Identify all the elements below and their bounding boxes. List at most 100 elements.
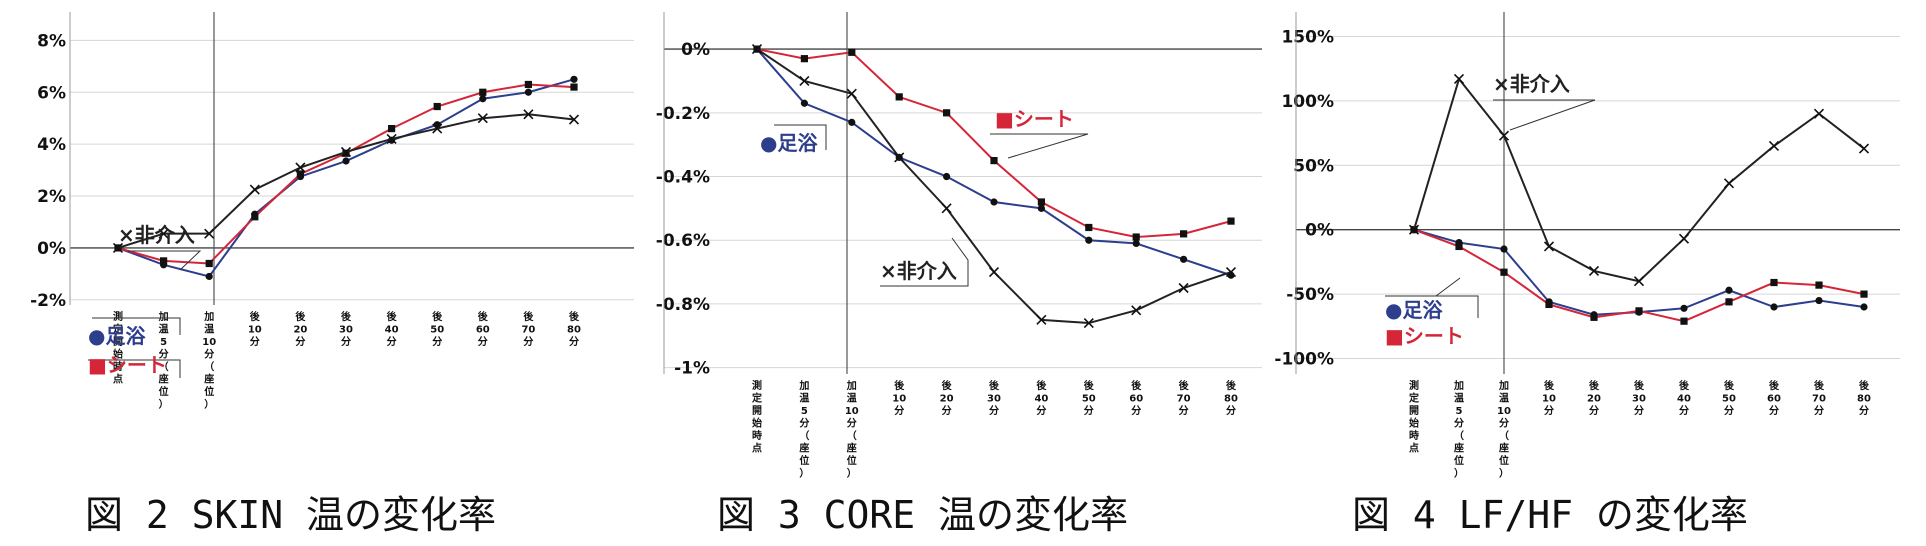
data-point-sheet bbox=[895, 93, 903, 101]
y-tick-label: -0.4% bbox=[656, 168, 710, 188]
x-tick-label: ） bbox=[847, 467, 857, 480]
x-tick-label: 分 bbox=[1769, 404, 1779, 417]
x-tick-label: 分 bbox=[942, 404, 952, 417]
x-tick-label: 点 bbox=[1409, 442, 1419, 455]
x-tick-label: 分 bbox=[894, 404, 904, 417]
x-tick-label: 40 bbox=[1034, 394, 1048, 405]
x-tick-label: 分 bbox=[1226, 404, 1236, 417]
y-tick-label: 6% bbox=[37, 83, 66, 103]
x-tick-label: 分 bbox=[1859, 404, 1869, 417]
x-tick-label: 70 bbox=[1812, 394, 1826, 405]
y-tick-label: 2% bbox=[37, 187, 66, 207]
legend-leader bbox=[774, 124, 827, 150]
x-tick-label: 分 bbox=[159, 348, 169, 361]
data-point-footbath bbox=[479, 95, 487, 103]
x-tick-label: 点 bbox=[113, 373, 123, 386]
x-tick-label: 位 bbox=[799, 454, 809, 467]
x-tick-label: 分 bbox=[250, 335, 260, 348]
x-tick-label: （ bbox=[1499, 429, 1509, 442]
x-tick-label: 80 bbox=[1224, 394, 1238, 405]
series-line-none bbox=[756, 48, 1232, 325]
data-point-none bbox=[1768, 140, 1780, 152]
x-tick-label: 分 bbox=[1724, 404, 1734, 417]
x-tick-label: 40 bbox=[385, 325, 399, 336]
x-tick-label: 後 bbox=[989, 379, 1000, 392]
y-tick-label: 100% bbox=[1281, 92, 1334, 112]
data-point-footbath bbox=[943, 172, 951, 181]
x-tick-label: 始 bbox=[113, 348, 123, 361]
x-tick-label: 40 bbox=[1677, 394, 1691, 405]
data-point-none bbox=[1408, 224, 1420, 235]
x-tick-label: 分 bbox=[1679, 404, 1689, 417]
data-point-none bbox=[477, 113, 488, 124]
x-tick-label: 始 bbox=[1409, 417, 1419, 430]
x-tick-label: 分 bbox=[341, 335, 351, 348]
x-tick-label: 分 bbox=[1544, 404, 1554, 417]
y-tick-label: 0% bbox=[37, 239, 66, 259]
data-point-footbath bbox=[1860, 303, 1868, 311]
x-tick-label: 開 bbox=[1409, 405, 1419, 417]
x-tick-label: 50 bbox=[1722, 394, 1736, 405]
data-point-none bbox=[751, 44, 763, 55]
data-point-none bbox=[1083, 317, 1094, 329]
x-tick-label: 60 bbox=[476, 325, 490, 336]
x-tick-label: 30 bbox=[1632, 394, 1646, 405]
x-tick-label: 後 bbox=[1036, 379, 1047, 392]
data-point-footbath bbox=[990, 198, 998, 206]
x-tick-label: 分 bbox=[1084, 404, 1094, 417]
data-point-sheet bbox=[1860, 290, 1868, 298]
x-tick-label: 分 bbox=[295, 335, 305, 348]
x-tick-label: 70 bbox=[521, 325, 535, 336]
x-tick-label: 30 bbox=[339, 325, 353, 336]
data-point-sheet bbox=[1545, 300, 1553, 309]
legend-label-sheet: ■シート bbox=[1385, 324, 1464, 348]
data-point-none bbox=[204, 228, 215, 239]
legend-leader bbox=[128, 250, 202, 271]
x-tick-label: 後 bbox=[1544, 379, 1555, 392]
data-point-footbath bbox=[848, 118, 856, 126]
chart-panel-3: 0%-0.2%-0.4%-0.6%-0.8%-1%測定開始時点加温5分（座位）加… bbox=[656, 12, 1262, 537]
x-tick-label: 後 bbox=[1179, 379, 1190, 392]
data-point-none bbox=[1036, 314, 1047, 325]
x-tick-label: 分 bbox=[387, 335, 397, 348]
x-tick-label: 後 bbox=[1634, 379, 1645, 392]
x-tick-label: 20 bbox=[293, 325, 307, 336]
x-tick-label: 後 bbox=[523, 310, 534, 323]
y-tick-label: 50% bbox=[1293, 156, 1334, 176]
x-tick-label: 20 bbox=[940, 394, 954, 405]
x-tick-label: （ bbox=[159, 360, 169, 373]
y-tick-label: -2% bbox=[30, 291, 66, 311]
chart-panel-4: 150%100%50%0%-50%-100%測定開始時点加温5分（座位）加温10… bbox=[1274, 12, 1900, 537]
x-tick-label: 分 bbox=[1179, 404, 1189, 417]
legend-label-none: ×非介入 bbox=[880, 259, 957, 283]
series-line-footbath bbox=[1413, 228, 1865, 316]
data-point-sheet bbox=[1227, 217, 1235, 225]
data-point-sheet bbox=[1725, 298, 1733, 306]
x-tick-label: 5 bbox=[160, 337, 167, 348]
x-tick-label: 加 bbox=[846, 379, 857, 392]
data-point-sheet bbox=[524, 80, 532, 89]
x-tick-label: 後 bbox=[1084, 379, 1095, 392]
data-point-footbath bbox=[1680, 304, 1688, 312]
x-tick-label: 分 bbox=[1036, 404, 1046, 417]
x-tick-label: 50 bbox=[1082, 394, 1096, 405]
x-tick-label: 温 bbox=[847, 392, 857, 405]
y-tick-label: -1% bbox=[674, 359, 710, 379]
data-point-none bbox=[295, 162, 306, 173]
legend-leader bbox=[1493, 99, 1596, 131]
data-point-sheet bbox=[943, 109, 951, 117]
x-tick-label: 後 bbox=[250, 310, 261, 323]
x-tick-label: 測 bbox=[752, 379, 762, 392]
legend-leader bbox=[92, 317, 181, 335]
y-tick-label: 8% bbox=[37, 31, 66, 51]
x-tick-label: 後 bbox=[387, 310, 398, 323]
data-point-footbath bbox=[1725, 286, 1733, 294]
x-tick-label: 60 bbox=[1767, 394, 1781, 405]
y-tick-label: 150% bbox=[1281, 27, 1334, 47]
data-point-footbath bbox=[524, 88, 533, 96]
legend-label-footbath: ●足浴 bbox=[760, 131, 818, 155]
x-tick-label: 点 bbox=[752, 442, 762, 455]
x-tick-label: 10 bbox=[845, 406, 859, 417]
legend-label-footbath: ●足浴 bbox=[88, 324, 146, 348]
data-point-sheet bbox=[1132, 233, 1140, 241]
